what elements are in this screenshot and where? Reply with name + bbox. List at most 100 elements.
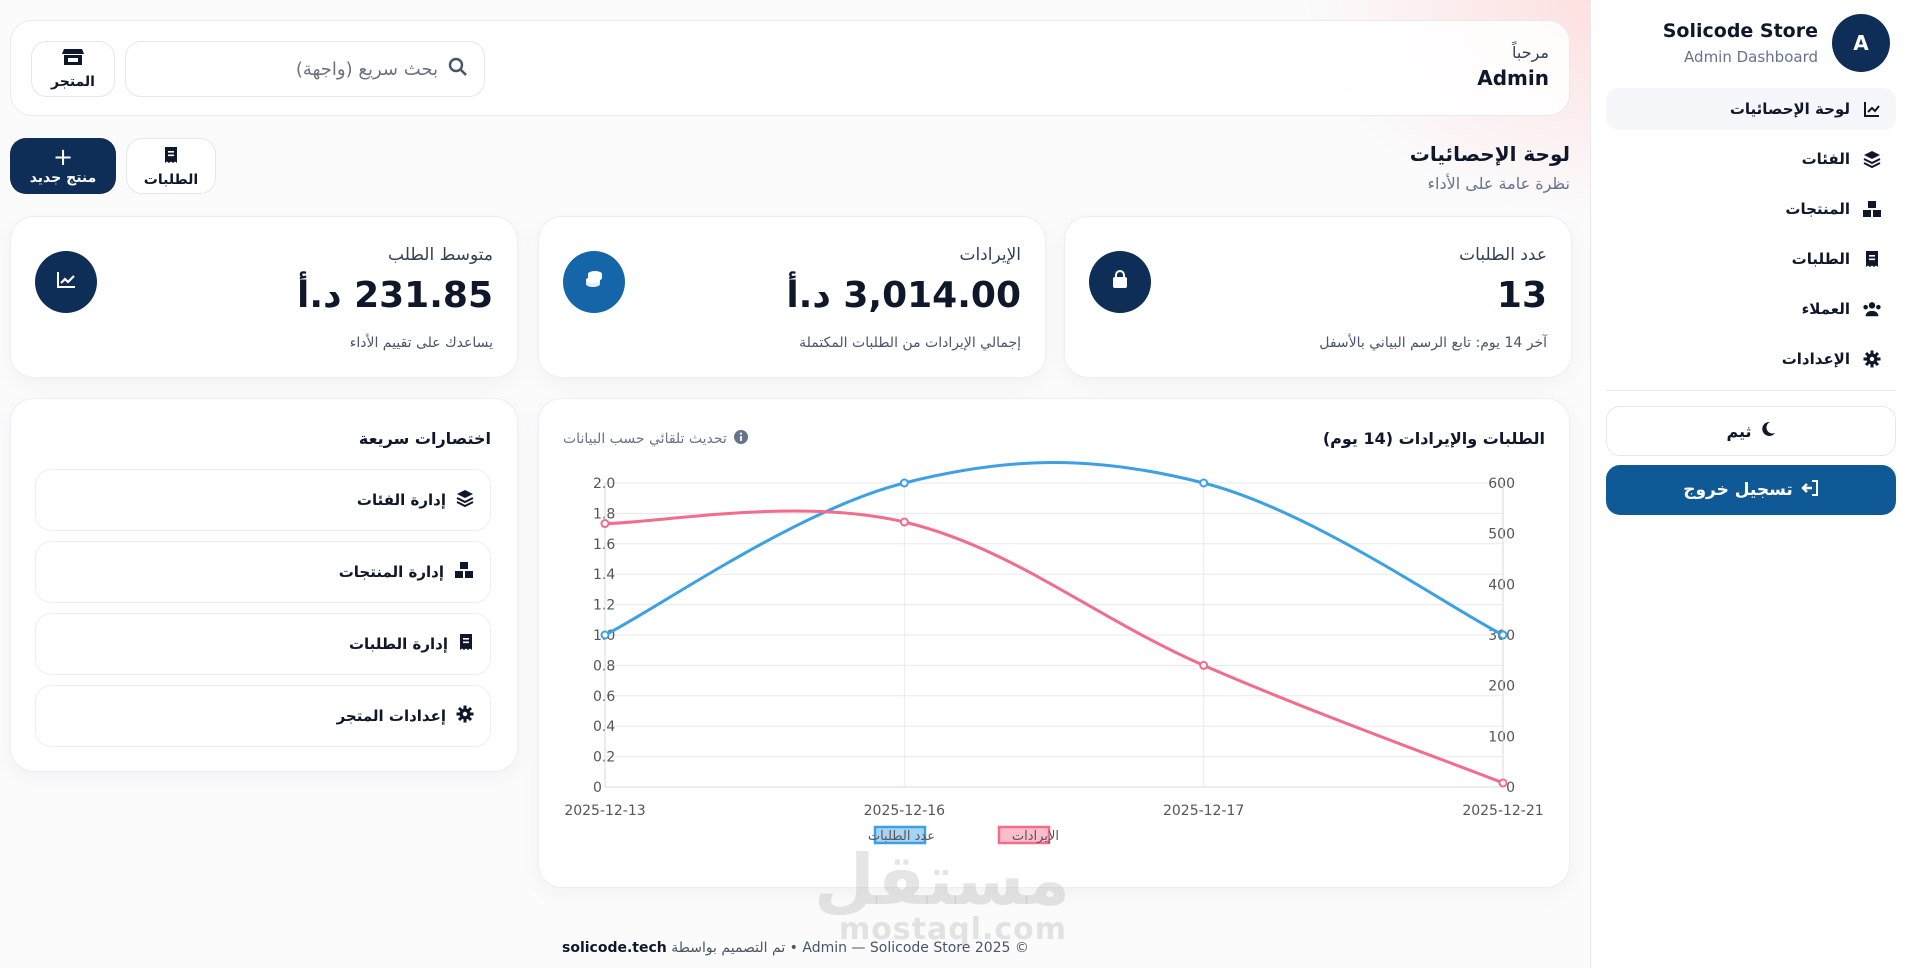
stat-icon-bubble	[35, 251, 97, 313]
data-point	[899, 517, 909, 527]
sidebar-item-label: العملاء	[1801, 300, 1850, 318]
data-point	[600, 630, 610, 640]
stat-icon-bubble	[563, 251, 625, 313]
users-icon	[1862, 299, 1882, 319]
store-label: المتجر	[51, 74, 95, 90]
data-point	[1199, 660, 1209, 670]
stat-note: يساعدك على تقييم الأداء	[349, 335, 493, 351]
new-product-button[interactable]: + منتج جديد	[10, 138, 116, 194]
chart-hint: تحديث تلقائي حسب البيانات	[563, 429, 749, 449]
y-left-tick-label: 0.2	[593, 750, 615, 766]
shortcuts-title: اختصارات سريعة	[358, 429, 491, 448]
shortcut-manage-orders[interactable]: إدارة الطلبات	[35, 613, 491, 675]
chart-line-icon	[1862, 99, 1882, 119]
line-chart: 00.20.40.60.81.01.21.41.61.82.0010020030…	[564, 460, 1544, 845]
data-point	[1498, 630, 1508, 640]
stat-value: 231.85 د.أ	[297, 275, 493, 316]
legend-label: الإيرادات	[1012, 829, 1059, 844]
store-icon	[62, 48, 84, 70]
y-left-tick-label: 1.2	[593, 598, 615, 614]
search-box[interactable]	[125, 41, 485, 97]
greeting: مرحباً Admin	[1477, 43, 1549, 90]
shortcut-label: إدارة المنتجات	[338, 563, 444, 581]
brand: A Solicode Store Admin Dashboard	[1600, 14, 1890, 74]
data-point	[899, 478, 909, 488]
footer-text: © 2025 Admin — Solicode Store • تم التصم…	[671, 940, 1029, 956]
y-left-tick-label: 2.0	[593, 476, 615, 492]
boxes-icon	[454, 561, 474, 583]
stat-label: عدد الطلبات	[1459, 245, 1547, 265]
stat-note: إجمالي الإيرادات من الطلبات المكتملة	[799, 335, 1021, 351]
y-right-tick-label: 100	[1488, 729, 1515, 745]
gear-icon	[1862, 349, 1882, 369]
sidebar: A Solicode Store Admin Dashboard لوحة ال…	[1590, 0, 1908, 968]
receipt-icon	[163, 145, 179, 169]
chart-hint-text: تحديث تلقائي حسب البيانات	[563, 431, 727, 447]
data-point	[600, 519, 610, 529]
shortcut-label: إدارة الفئات	[356, 491, 446, 509]
y-right-tick-label: 200	[1488, 679, 1515, 695]
user-name: Admin	[1477, 66, 1549, 90]
theme-label: ثيم	[1726, 421, 1752, 441]
greeting-text: مرحباً	[1512, 43, 1549, 62]
footer: © 2025 Admin — Solicode Store • تم التصم…	[562, 940, 1029, 956]
y-left-tick-label: 0.6	[593, 689, 615, 705]
plus-icon: +	[52, 143, 74, 171]
orders-button[interactable]: الطلبات	[126, 138, 216, 194]
search-icon	[448, 57, 468, 81]
theme-toggle-button[interactable]: ثيم	[1606, 406, 1896, 456]
sidebar-item-label: الفئات	[1801, 150, 1850, 168]
y-left-tick-label: 0.8	[593, 658, 615, 674]
stat-icon-bubble	[1089, 251, 1151, 313]
gear-icon	[456, 705, 474, 727]
moon-icon	[1760, 421, 1776, 441]
sidebar-item-label: الإعدادات	[1781, 350, 1850, 368]
receipt-icon	[1862, 249, 1882, 269]
sidebar-item-label: لوحة الإحصائيات	[1729, 100, 1850, 118]
brand-subtitle: Admin Dashboard	[1684, 48, 1818, 66]
stat-card-revenue: الإيرادات 3,014.00 د.أ إجمالي الإيرادات …	[538, 216, 1046, 378]
avatar[interactable]: A	[1832, 14, 1890, 72]
sidebar-divider	[1606, 390, 1896, 391]
search-input[interactable]	[142, 58, 438, 80]
page-title: لوحة الإحصائيات	[1409, 142, 1570, 166]
stat-note: آخر 14 يوم: تابع الرسم البياني بالأسفل	[1319, 335, 1547, 351]
new-product-label: منتج جديد	[29, 170, 97, 186]
y-right-tick-label: 500	[1488, 527, 1515, 543]
sidebar-item-label: الطلبات	[1791, 250, 1850, 268]
chart-card: الطلبات والإيرادات (14 يوم) تحديث تلقائي…	[538, 398, 1570, 888]
stat-label: الإيرادات	[959, 245, 1021, 265]
y-left-tick-label: 1.6	[593, 537, 615, 553]
sidebar-item-customers[interactable]: العملاء	[1606, 288, 1896, 330]
stat-value: 3,014.00 د.أ	[786, 275, 1021, 316]
page-subtitle: نظرة عامة على الأداء	[1427, 174, 1570, 193]
stat-label: متوسط الطلب	[388, 245, 493, 265]
info-icon	[733, 429, 749, 449]
logout-button[interactable]: تسجيل خروج	[1606, 465, 1896, 515]
x-tick-label: 2025-12-21	[1462, 803, 1543, 819]
sidebar-item-dashboard[interactable]: لوحة الإحصائيات	[1606, 88, 1896, 130]
store-button[interactable]: المتجر	[31, 41, 115, 97]
x-tick-label: 2025-12-17	[1163, 803, 1244, 819]
brand-name: Solicode Store	[1662, 20, 1818, 42]
stat-value: 13	[1496, 275, 1547, 316]
data-point	[1199, 478, 1209, 488]
logout-icon	[1801, 479, 1819, 501]
chart-title: الطلبات والإيرادات (14 يوم)	[1322, 429, 1545, 448]
x-tick-label: 2025-12-13	[564, 803, 645, 819]
legend-label: عدد الطلبات	[868, 829, 935, 844]
sidebar-item-categories[interactable]: الفئات	[1606, 138, 1896, 180]
sidebar-item-orders[interactable]: الطلبات	[1606, 238, 1896, 280]
legend-swatch	[873, 825, 927, 845]
chart-icon	[56, 271, 76, 293]
shortcut-store-settings[interactable]: إعدادات المتجر	[35, 685, 491, 747]
footer-brand-link[interactable]: solicode.tech	[562, 940, 667, 956]
sidebar-item-label: المنتجات	[1785, 200, 1850, 218]
coins-icon	[583, 269, 605, 295]
sidebar-item-settings[interactable]: الإعدادات	[1606, 338, 1896, 380]
sidebar-item-products[interactable]: المنتجات	[1606, 188, 1896, 230]
shortcut-manage-products[interactable]: إدارة المنتجات	[35, 541, 491, 603]
data-point	[1498, 778, 1508, 788]
series-line-0	[604, 460, 1504, 637]
shortcut-manage-categories[interactable]: إدارة الفئات	[35, 469, 491, 531]
